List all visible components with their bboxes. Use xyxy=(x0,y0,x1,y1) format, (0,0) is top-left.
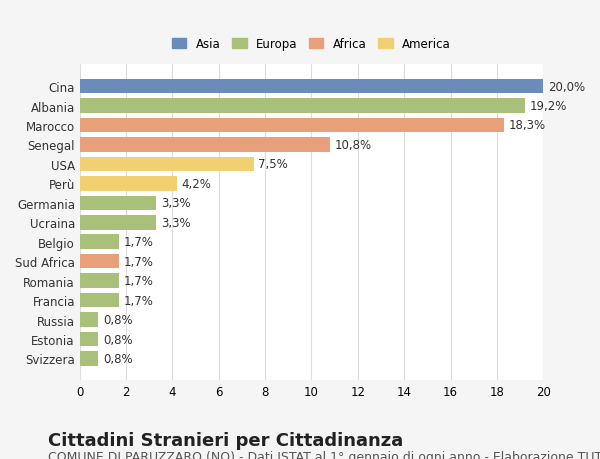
Text: 1,7%: 1,7% xyxy=(124,255,154,268)
Bar xyxy=(80,196,156,211)
Bar xyxy=(80,332,98,347)
Text: 10,8%: 10,8% xyxy=(335,139,372,151)
Bar xyxy=(80,254,119,269)
Text: 18,3%: 18,3% xyxy=(508,119,545,132)
Text: Cittadini Stranieri per Cittadinanza: Cittadini Stranieri per Cittadinanza xyxy=(48,431,403,449)
Text: 0,8%: 0,8% xyxy=(103,333,133,346)
Bar xyxy=(80,313,98,327)
Bar xyxy=(80,177,177,191)
Legend: Asia, Europa, Africa, America: Asia, Europa, Africa, America xyxy=(167,34,455,56)
Bar xyxy=(80,235,119,250)
Text: 1,7%: 1,7% xyxy=(124,236,154,249)
Text: COMUNE DI PARUZZARO (NO) - Dati ISTAT al 1° gennaio di ogni anno - Elaborazione : COMUNE DI PARUZZARO (NO) - Dati ISTAT al… xyxy=(48,450,600,459)
Bar xyxy=(80,118,504,133)
Text: 0,8%: 0,8% xyxy=(103,352,133,365)
Text: 20,0%: 20,0% xyxy=(548,80,585,93)
Bar xyxy=(80,79,543,94)
Text: 1,7%: 1,7% xyxy=(124,294,154,307)
Text: 1,7%: 1,7% xyxy=(124,274,154,287)
Bar xyxy=(80,157,254,172)
Bar xyxy=(80,138,330,152)
Bar xyxy=(80,274,119,288)
Text: 3,3%: 3,3% xyxy=(161,197,190,210)
Text: 19,2%: 19,2% xyxy=(529,100,566,113)
Text: 0,8%: 0,8% xyxy=(103,313,133,326)
Text: 3,3%: 3,3% xyxy=(161,216,190,230)
Bar xyxy=(80,352,98,366)
Text: 4,2%: 4,2% xyxy=(182,178,212,190)
Bar xyxy=(80,216,156,230)
Bar xyxy=(80,293,119,308)
Bar xyxy=(80,99,524,113)
Text: 7,5%: 7,5% xyxy=(258,158,288,171)
